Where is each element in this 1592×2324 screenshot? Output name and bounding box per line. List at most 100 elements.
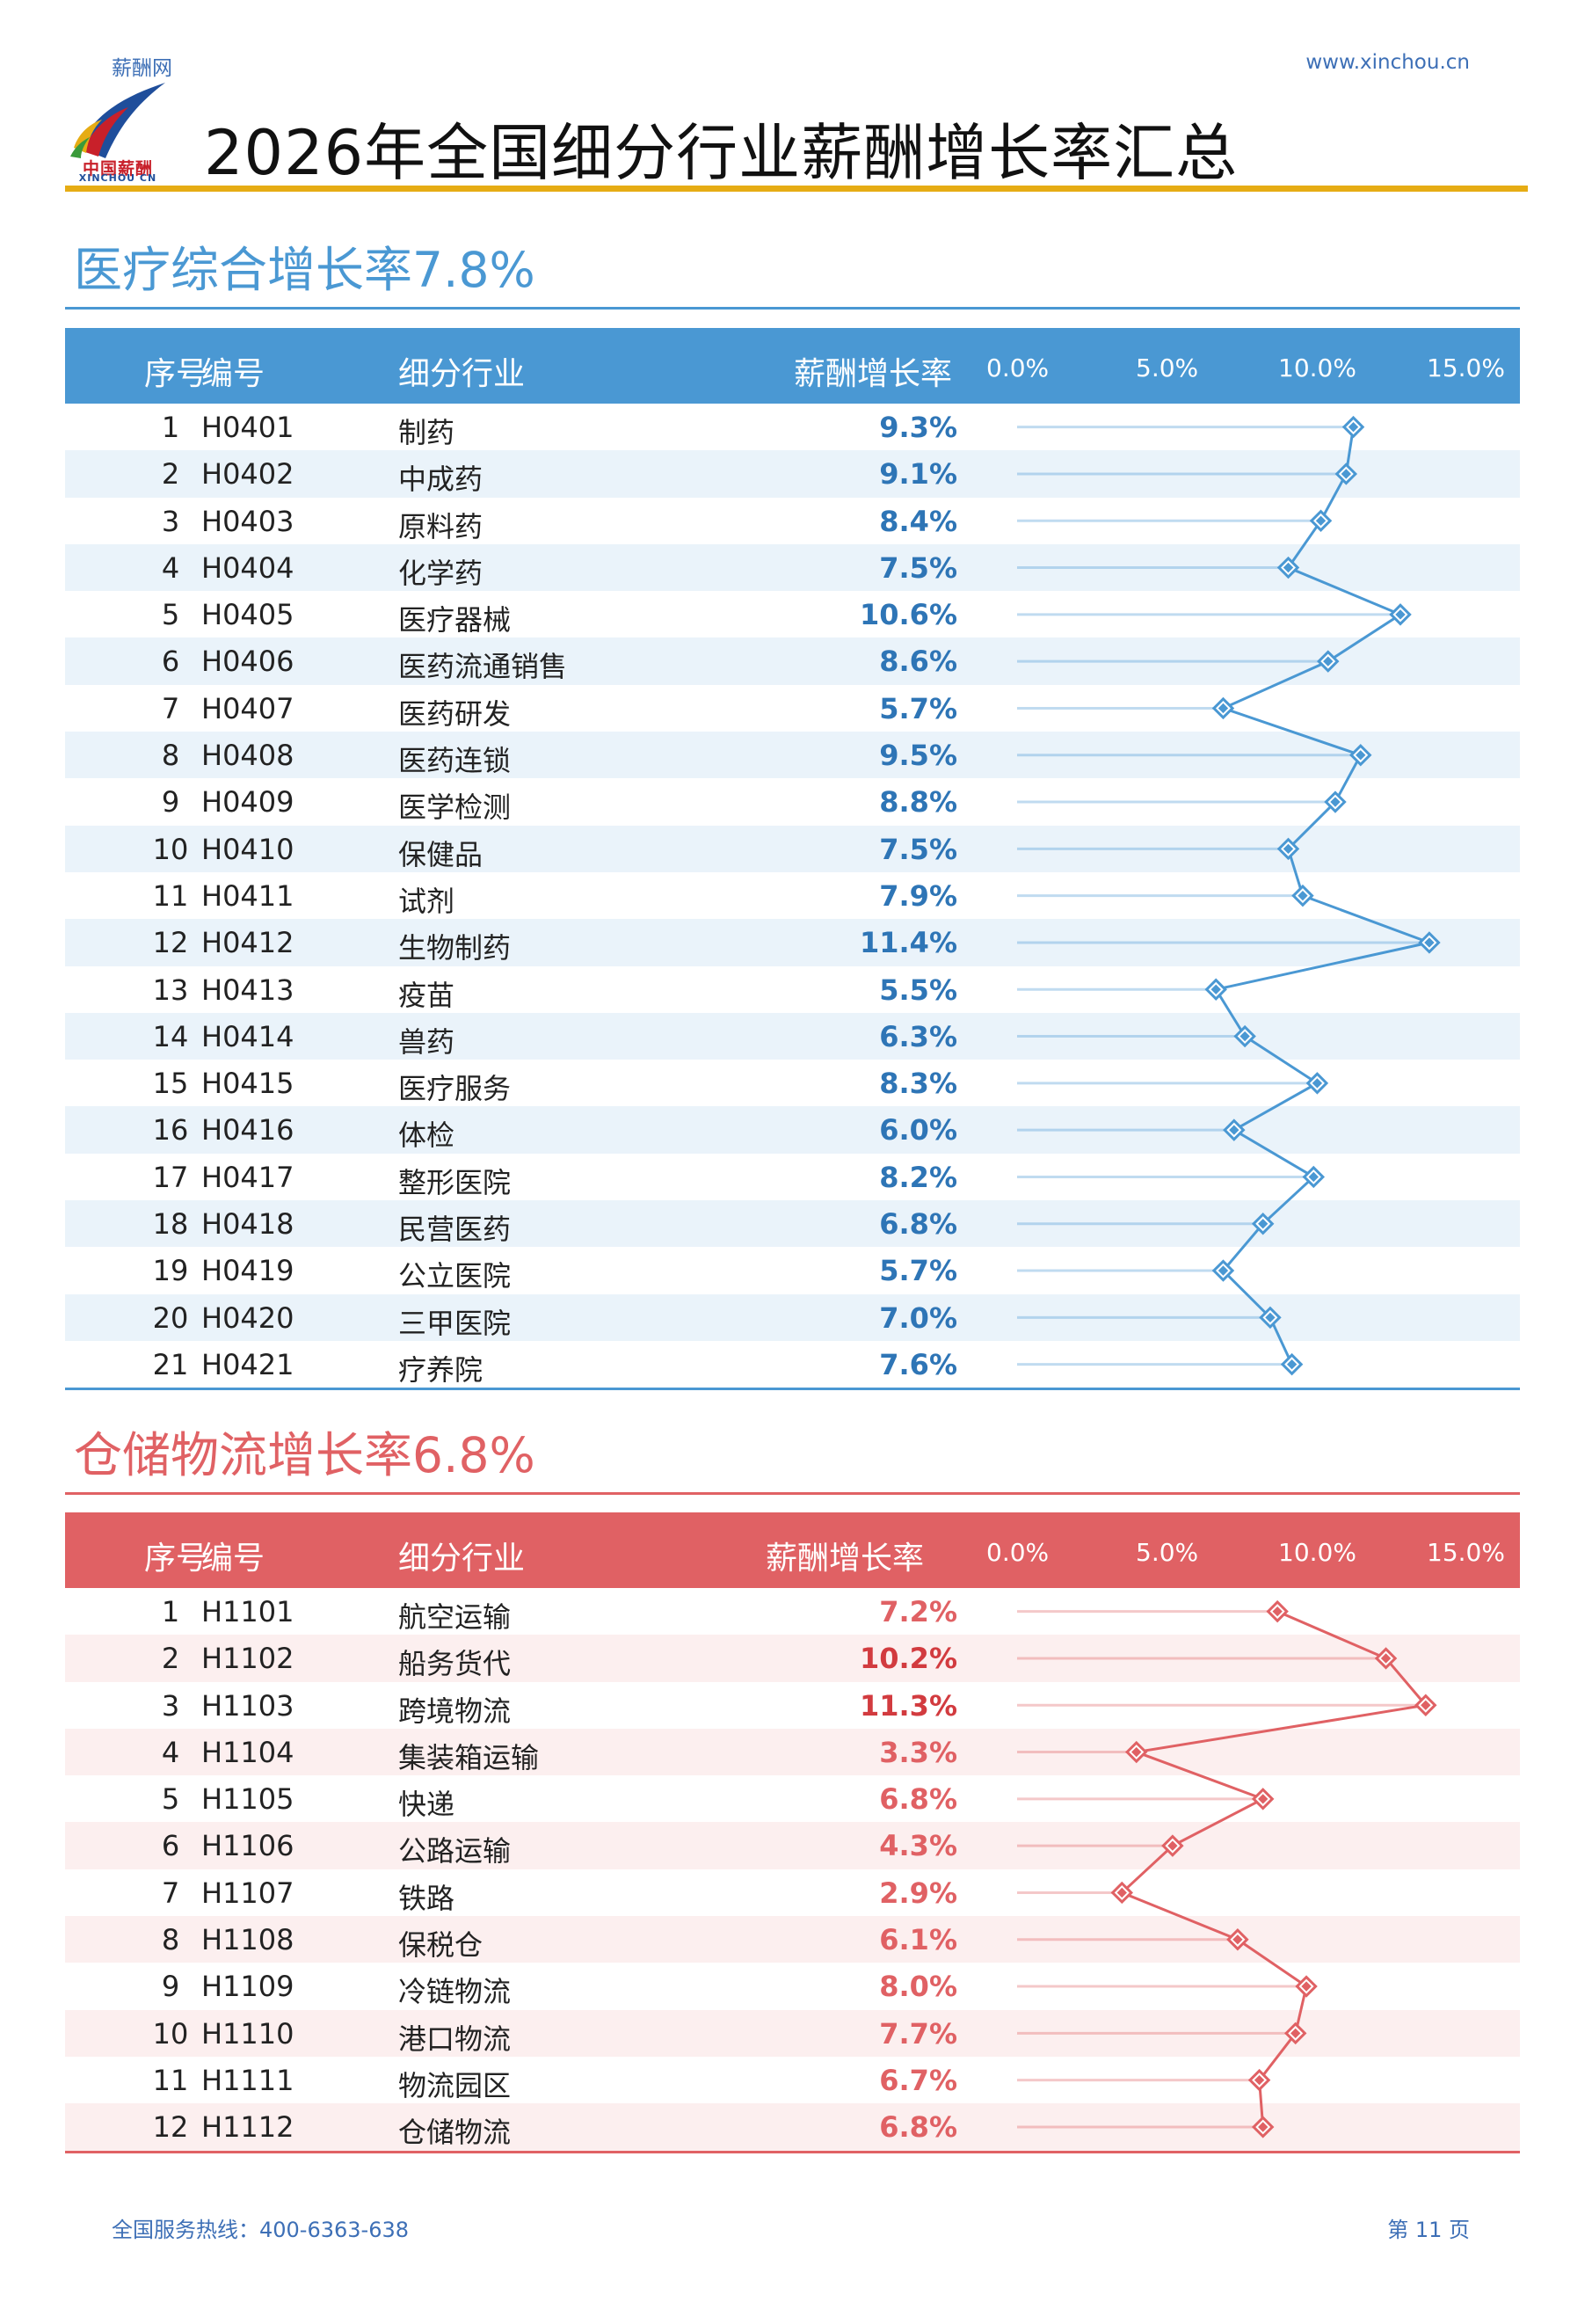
table-row: 5 H1105 快递 6.8%	[65, 1775, 1520, 1822]
data-point	[1389, 603, 1412, 626]
row-industry: 保健品	[398, 837, 483, 871]
row-industry: 医药研发	[398, 696, 512, 731]
row-index: 19	[152, 1254, 189, 1288]
axis-tick-5: 5.0%	[1136, 353, 1199, 382]
row-industry: 化学药	[398, 556, 483, 590]
row-code: H0402	[201, 457, 294, 492]
table-row: 2 H0402 中成药 9.1%	[65, 450, 1520, 498]
table-row: 7 H0407 医药研发 5.7%	[65, 685, 1520, 732]
row-industry: 疫苗	[398, 978, 455, 1012]
logo-text-cn: 中国薪酬	[82, 159, 153, 178]
table-row: 8 H1108 保税仓 6.1%	[65, 1916, 1520, 1963]
row-index: 11	[152, 878, 189, 913]
row-index: 3	[161, 1688, 180, 1723]
site-url-link[interactable]: www.xinchou.cn	[1305, 51, 1470, 74]
page-number: 第 11 页	[1387, 2218, 1470, 2242]
row-industry: 集装箱运输	[398, 1740, 540, 1774]
row-industry: 整形医院	[398, 1165, 512, 1199]
row-code: H1101	[201, 1595, 294, 1628]
row-industry: 跨境物流	[398, 1694, 512, 1728]
data-point	[1305, 1072, 1329, 1095]
row-index: 4	[161, 550, 180, 585]
section-title-logistics: 仓储物流增长率6.8%	[74, 1427, 535, 1483]
row-index: 5	[161, 1782, 180, 1817]
row-rate: 8.0%	[879, 1970, 957, 2004]
data-point	[1341, 415, 1365, 439]
axis-tick-15: 15.0%	[1427, 353, 1505, 382]
data-point	[1226, 1928, 1249, 1951]
row-code: H1104	[201, 1735, 294, 1769]
row-index: 18	[152, 1207, 189, 1242]
table-row: 6 H0406 医药流通销售 8.6%	[65, 637, 1520, 685]
section-divider-logistics	[65, 1492, 1520, 1495]
header-idx: 序号	[144, 1541, 208, 1577]
row-code: H0415	[201, 1067, 294, 1101]
data-point	[1291, 884, 1314, 907]
row-industry: 生物制药	[398, 931, 512, 965]
row-rate: 5.7%	[879, 691, 957, 725]
table-body: 1 H0401 制药 9.3% 2 H0402 中成药 9.1% 3 H0403 原料药 8.4% 4 H…	[65, 404, 1520, 1388]
document-title: 2026年全国细分行业薪酬增长率汇总	[204, 117, 1239, 189]
table-row: 16 H0416 体检 6.0%	[65, 1106, 1520, 1154]
axis-tick-10: 10.0%	[1278, 353, 1356, 382]
data-point	[1283, 2022, 1307, 2045]
table-body: 1 H1101 航空运输 7.2% 2 H1102 船务货代 10.2% 3 H1103 跨境物流 1…	[65, 1588, 1520, 2151]
row-code: H1103	[201, 1688, 294, 1723]
row-rate: 9.3%	[879, 411, 957, 444]
row-rate: 8.2%	[879, 1160, 957, 1194]
row-rate: 8.8%	[879, 785, 957, 820]
table-header: 序号 编号 细分行业 薪酬增长率 0.0% 5.0% 10.0% 15.0%	[65, 328, 1520, 404]
row-code: H1106	[201, 1829, 294, 1863]
header-rate: 薪酬增长率	[766, 1541, 925, 1577]
row-index: 15	[152, 1067, 189, 1101]
table-row: 10 H1110 港口物流 7.7%	[65, 2009, 1520, 2057]
row-industry: 港口物流	[398, 2022, 512, 2056]
data-point	[1266, 1599, 1289, 1623]
table-row: 5 H0405 医疗器械 10.6%	[65, 591, 1520, 637]
row-industry: 冷链物流	[398, 1975, 512, 2009]
section-divider-medical	[65, 307, 1520, 310]
header-idx: 序号	[144, 356, 208, 392]
row-code: H1105	[201, 1782, 294, 1817]
row-industry: 原料药	[398, 509, 483, 543]
section-title-medical: 医疗综合增长率7.8%	[74, 242, 535, 298]
table-row: 8 H0408 医药连锁 9.5%	[65, 732, 1520, 779]
row-code: H0417	[201, 1160, 294, 1194]
table-row: 19 H0419 公立医院 5.7%	[65, 1247, 1520, 1293]
table-row: 4 H1104 集装箱运输 3.3%	[65, 1728, 1520, 1776]
row-industry: 民营医药	[398, 1213, 512, 1247]
row-rate: 7.5%	[879, 550, 957, 585]
table-row: 12 H1112 仓储物流 6.8%	[65, 2103, 1520, 2151]
row-index: 1	[161, 411, 180, 444]
row-industry: 试剂	[398, 884, 455, 918]
axis-tick-15: 15.0%	[1427, 1538, 1505, 1567]
data-point	[1418, 931, 1441, 954]
table-row: 9 H0409 医学检测 8.8%	[65, 778, 1520, 825]
table-header: 序号 编号 细分行业 薪酬增长率 0.0% 5.0% 10.0% 15.0%	[65, 1512, 1520, 1588]
table-row: 7 H1107 铁路 2.9%	[65, 1869, 1520, 1916]
table-row: 12 H0412 生物制药 11.4%	[65, 919, 1520, 966]
row-rate: 3.3%	[879, 1735, 957, 1769]
row-rate: 9.5%	[879, 739, 957, 773]
row-code: H1102	[201, 1642, 294, 1676]
service-hotline: 全国服务热线：400-6363-638	[112, 2218, 410, 2242]
row-code: H0410	[201, 832, 294, 866]
row-rate: 8.6%	[879, 645, 957, 679]
row-code: H0416	[201, 1113, 294, 1147]
row-industry: 仓储物流	[398, 2116, 512, 2150]
header-code: 编号	[201, 356, 265, 392]
row-rate: 6.3%	[879, 1019, 957, 1053]
row-industry: 铁路	[398, 1881, 455, 1915]
row-industry: 物流园区	[398, 2068, 512, 2102]
table-row: 11 H0411 试剂 7.9%	[65, 872, 1520, 919]
row-index: 2	[161, 457, 180, 492]
row-index: 17	[152, 1160, 189, 1194]
row-index: 13	[152, 973, 189, 1007]
row-industry: 保税仓	[398, 1928, 483, 1963]
row-code: H0418	[201, 1207, 294, 1242]
row-code: H0413	[201, 973, 294, 1007]
row-rate: 5.7%	[879, 1254, 957, 1288]
row-rate: 6.0%	[879, 1113, 957, 1147]
row-rate: 10.6%	[859, 598, 957, 632]
row-code: H0414	[201, 1019, 294, 1053]
